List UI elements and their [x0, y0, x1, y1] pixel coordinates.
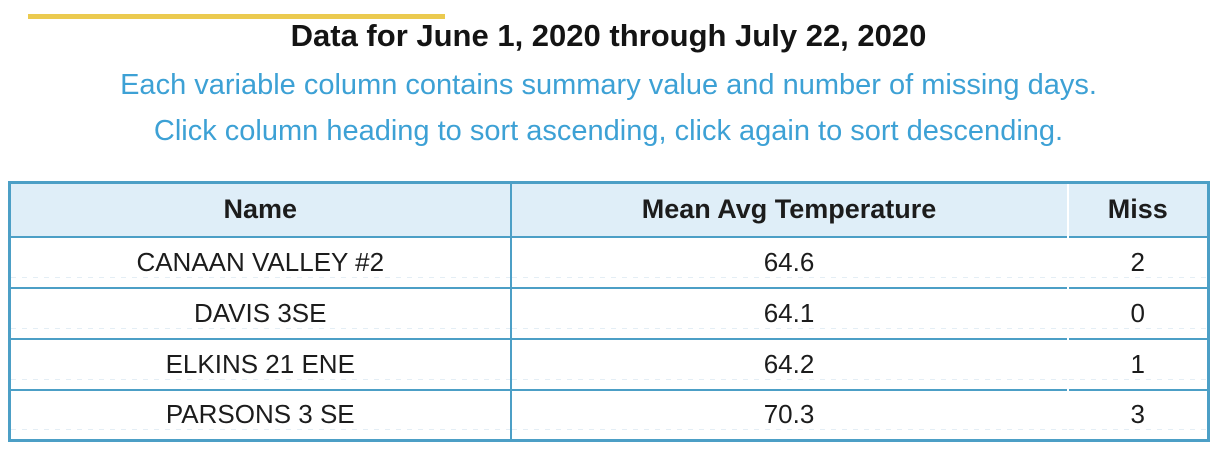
instruction-line-summary: Each variable column contains summary va…	[120, 69, 1097, 101]
table-row: ELKINS 21 ENE 64.2 1	[9, 337, 1209, 390]
instructions: Each variable column contains summary va…	[0, 62, 1217, 154]
missing-days-cell: 3	[1067, 388, 1209, 441]
temperature-value-cell: 64.2	[510, 337, 1069, 390]
yellow-progress-bar	[28, 14, 445, 19]
station-data-table: Name Mean Avg Temperature Miss CANAAN VA…	[8, 181, 1210, 442]
station-name-cell: DAVIS 3SE	[9, 286, 512, 339]
station-name-cell: PARSONS 3 SE	[9, 388, 512, 441]
table-row: CANAAN VALLEY #2 64.6 2	[9, 235, 1209, 288]
station-name-cell: ELKINS 21 ENE	[9, 337, 512, 390]
table-header-row: Name Mean Avg Temperature Miss	[9, 182, 1209, 237]
page-title: Data for June 1, 2020 through July 22, 2…	[290, 18, 927, 53]
station-name-cell: CANAAN VALLEY #2	[9, 235, 512, 288]
column-header-mean-avg-temperature[interactable]: Mean Avg Temperature	[510, 182, 1069, 237]
instruction-line-sorting: Click column heading to sort ascending, …	[153, 115, 1064, 147]
column-header-miss[interactable]: Miss	[1067, 182, 1209, 237]
temperature-value-cell: 64.1	[510, 286, 1069, 339]
column-header-name[interactable]: Name	[9, 182, 512, 237]
table-row: PARSONS 3 SE 70.3 3	[9, 388, 1209, 441]
temperature-value-cell: 70.3	[510, 388, 1069, 441]
missing-days-cell: 1	[1067, 337, 1209, 390]
missing-days-cell: 0	[1067, 286, 1209, 339]
temperature-value-cell: 64.6	[510, 235, 1069, 288]
table-row: DAVIS 3SE 64.1 0	[9, 286, 1209, 339]
missing-days-cell: 2	[1067, 235, 1209, 288]
